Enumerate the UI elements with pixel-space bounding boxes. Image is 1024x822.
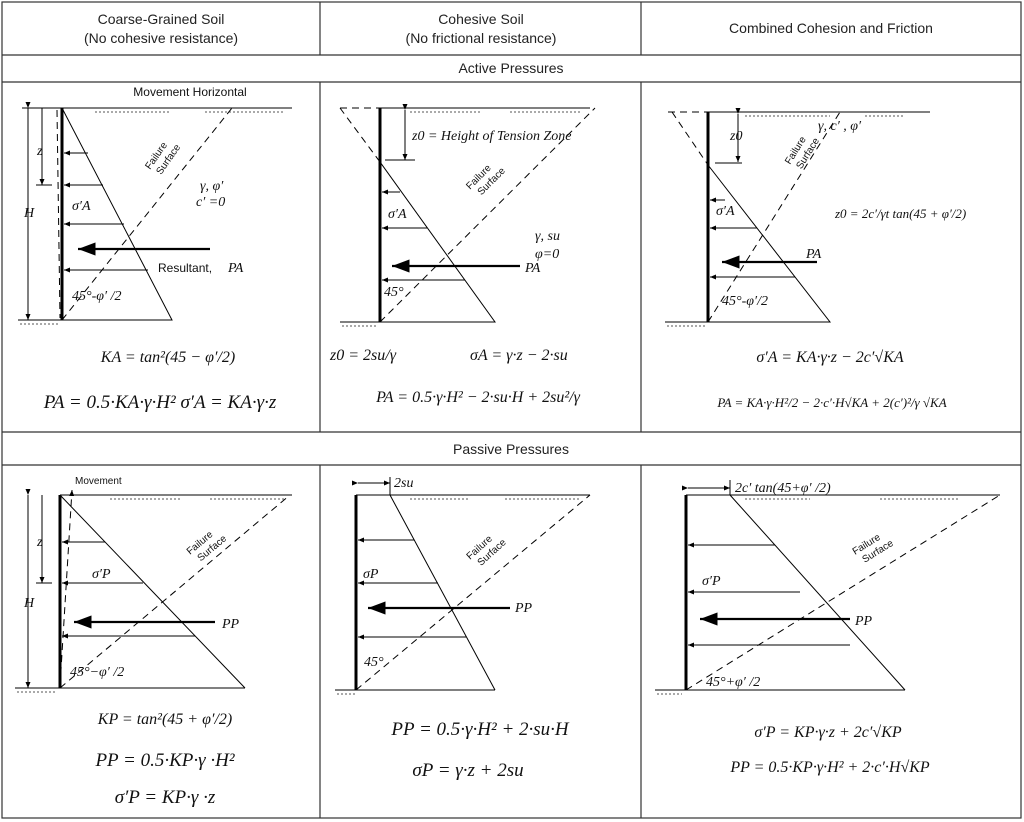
sigma-label: σ′P [92,567,111,582]
PP-label: PP [221,617,240,632]
PA-label: PA [227,261,244,276]
sigma-label: σ′A [716,204,735,219]
angle-label: 45° [364,655,384,670]
z-label: z [36,535,43,550]
z0-label: z0 = Height of Tension Zone [411,129,571,144]
formula-sigmaP: σ′P = KP·γ·z + 2c′√KP [754,724,902,741]
header-cohesive-sub: (No frictional resistance) [406,30,557,46]
z0-equation: z0 = 2c′/γt tan(45 + φ′/2) [834,206,966,221]
section-active: Active Pressures [458,60,563,76]
z-label: z [36,144,43,159]
formula-z0: z0 = 2su/γ [329,347,397,364]
angle-label: 45°-φ′/2 [722,294,768,309]
PA-label: PA [805,247,822,262]
formula-PA-sigma: PA = 0.5·KA·γ·H² σ′A = KA·γ·z [43,392,277,413]
active-coarse-diagram: Movement Horizontal H z σ′A γ, φ′ c′ =0 … [18,85,292,413]
header-cohesive: Cohesive Soil [438,11,524,27]
formula-PA: PA = 0.5·γ·H² − 2·su·H + 2su²/γ [375,389,580,406]
props-label-2: φ=0 [535,247,559,262]
sigma-label: σ′P [702,574,721,589]
angle-label: 45° [384,285,404,300]
active-combined-diagram: z0 γ, c′ , φ′ z0 = 2c′/γt tan(45 + φ′/2)… [665,108,966,410]
resultant-label: Resultant, [158,261,212,275]
props-label-2: c′ =0 [196,195,225,210]
active-cohesive-diagram: z0 = Height of Tension Zone σ′A γ, su φ=… [329,104,596,406]
formula-sigmaA: σ′A = KA·γ·z − 2c′√KA [756,349,904,366]
props-label: γ, φ′ [200,179,224,194]
formula-KP: KP = tan²(45 + φ′/2) [97,711,232,728]
props-label: γ, c′ , φ′ [818,119,862,134]
sigma-label: σ′A [388,207,407,222]
PP-label: PP [854,614,873,629]
PP-label: PP [514,601,533,616]
header-coarse: Coarse-Grained Soil [98,11,225,27]
angle-label: 45°-φ′ /2 [72,289,121,304]
H-label: H [23,596,35,611]
movement-label: Movement [75,476,122,487]
props-label: γ, su [535,229,560,244]
sigma-label: σ′A [72,199,91,214]
sigma-label: σP [363,567,379,582]
formula-PP: PP = 0.5·KP·γ·H² + 2·c′·H√KP [729,759,930,776]
formula-sigmaP: σP = γ·z + 2su [412,760,523,781]
passive-combined-diagram: 2c′ tan(45+φ′ /2) σ′P PP 45°+φ′ /2 Failu… [655,480,1001,776]
formula-sigmaP: σ′P = KP·γ ·z [115,787,216,808]
formula-PP: PP = 0.5·γ·H² + 2·su·H [390,719,570,740]
angle-label: 45°−φ′ /2 [70,665,124,680]
dim-label: 2su [394,476,413,491]
formula-PA: PA = KA·γ·H²/2 − 2·c′·H√KA + 2(c′)²/γ √K… [716,395,946,410]
movement-label: Movement Horizontal [133,85,246,99]
formula-sigmaA: σA = γ·z − 2·su [470,347,568,364]
z0-label: z0 [729,129,742,144]
formula-KA: KA = tan²(45 − φ′/2) [100,349,235,366]
passive-coarse-diagram: Movement H z σ′P PP 45°−φ′ /2 FailureSur… [15,476,292,808]
angle-label: 45°+φ′ /2 [706,675,760,690]
header-coarse-sub: (No cohesive resistance) [84,30,238,46]
header-combined: Combined Cohesion and Friction [729,20,933,36]
dim-label: 2c′ tan(45+φ′ /2) [735,481,831,496]
H-label: H [23,206,35,221]
PA-label: PA [524,261,541,276]
section-passive: Passive Pressures [453,441,569,457]
formula-PP: PP = 0.5·KP·γ ·H² [94,750,234,771]
